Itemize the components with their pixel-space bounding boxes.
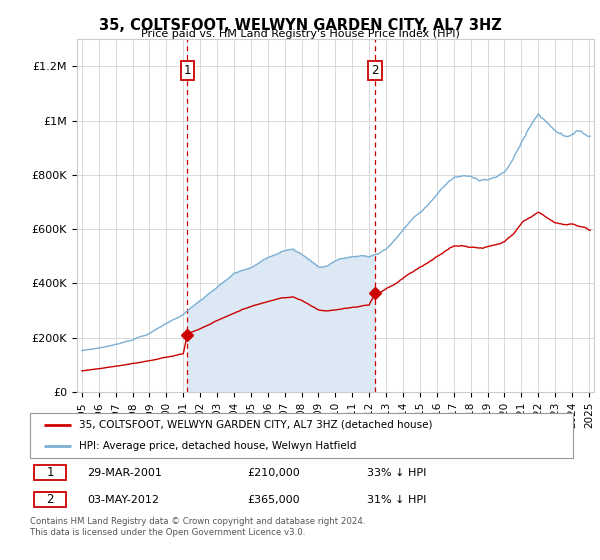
Text: 2: 2 [371,64,379,77]
Text: £365,000: £365,000 [247,494,300,505]
Text: 29-MAR-2001: 29-MAR-2001 [87,468,162,478]
Bar [34,465,66,480]
Text: HPI: Average price, detached house, Welwyn Hatfield: HPI: Average price, detached house, Welw… [79,441,356,451]
Bar [34,492,66,507]
Text: 2: 2 [46,493,54,506]
Text: £210,000: £210,000 [247,468,300,478]
Text: 35, COLTSFOOT, WELWYN GARDEN CITY, AL7 3HZ: 35, COLTSFOOT, WELWYN GARDEN CITY, AL7 3… [98,18,502,33]
Text: Contains HM Land Registry data © Crown copyright and database right 2024.
This d: Contains HM Land Registry data © Crown c… [30,517,365,537]
Text: 33% ↓ HPI: 33% ↓ HPI [367,468,426,478]
Text: Price paid vs. HM Land Registry's House Price Index (HPI): Price paid vs. HM Land Registry's House … [140,29,460,39]
Text: 03-MAY-2012: 03-MAY-2012 [87,494,159,505]
Text: 31% ↓ HPI: 31% ↓ HPI [367,494,426,505]
Text: 1: 1 [184,64,191,77]
Text: 35, COLTSFOOT, WELWYN GARDEN CITY, AL7 3HZ (detached house): 35, COLTSFOOT, WELWYN GARDEN CITY, AL7 3… [79,420,433,430]
Text: 1: 1 [46,466,54,479]
